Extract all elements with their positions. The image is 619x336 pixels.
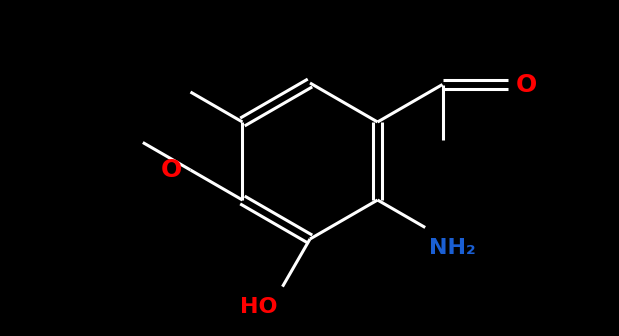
Text: NH₂: NH₂ bbox=[429, 238, 476, 257]
Text: HO: HO bbox=[240, 297, 277, 317]
Text: O: O bbox=[516, 73, 537, 96]
Text: O: O bbox=[161, 158, 183, 182]
